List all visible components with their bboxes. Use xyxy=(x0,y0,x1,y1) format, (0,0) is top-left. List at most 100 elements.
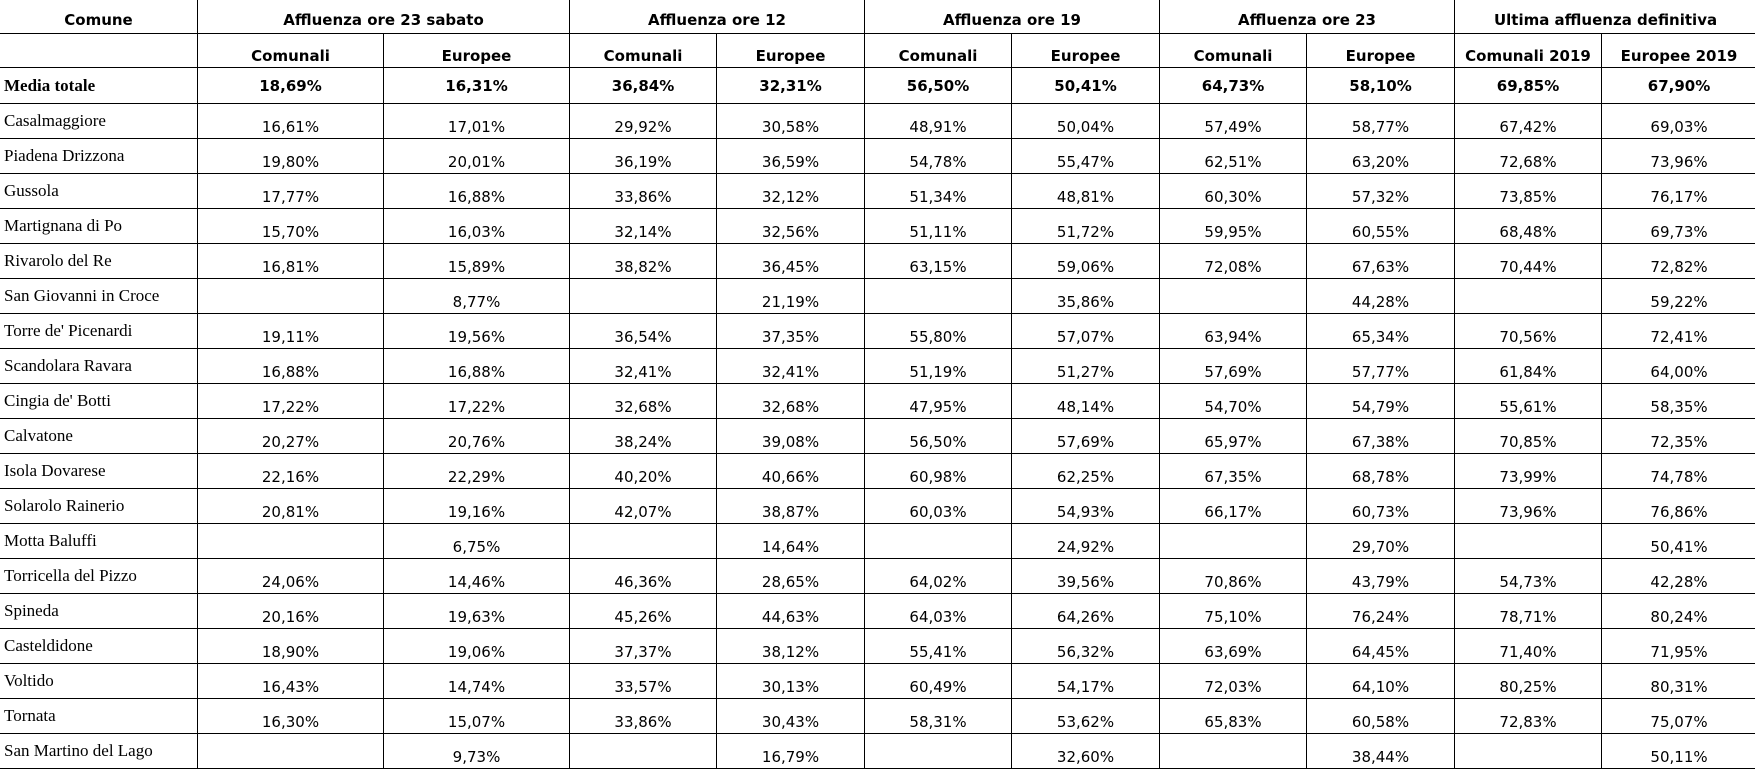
turnout-value-cell[interactable]: 74,78% xyxy=(1601,453,1755,489)
turnout-value-cell[interactable] xyxy=(1454,523,1603,559)
turnout-value-cell[interactable]: 19,16% xyxy=(382,488,571,524)
subheader-cell[interactable]: Europee xyxy=(716,33,866,68)
turnout-value-cell[interactable] xyxy=(197,733,384,769)
turnout-value-cell[interactable] xyxy=(864,278,1013,314)
turnout-value-cell[interactable] xyxy=(1454,733,1603,769)
turnout-value-cell[interactable]: 38,82% xyxy=(569,243,718,279)
turnout-value-cell[interactable]: 51,34% xyxy=(864,173,1013,209)
turnout-value-cell[interactable]: 14,46% xyxy=(382,558,571,594)
turnout-value-cell[interactable]: 14,64% xyxy=(716,523,866,559)
turnout-value-cell[interactable]: 37,35% xyxy=(716,313,866,349)
comune-name-cell[interactable]: Martignana di Po xyxy=(0,208,198,244)
turnout-value-cell[interactable]: 54,70% xyxy=(1159,383,1308,419)
turnout-value-cell[interactable]: 58,77% xyxy=(1306,103,1456,139)
turnout-value-cell[interactable]: 73,96% xyxy=(1601,138,1755,174)
turnout-value-cell[interactable]: 71,40% xyxy=(1454,628,1603,664)
turnout-value-cell[interactable]: 65,83% xyxy=(1159,698,1308,734)
turnout-value-cell[interactable]: 33,86% xyxy=(569,173,718,209)
turnout-value-cell[interactable]: 73,85% xyxy=(1454,173,1603,209)
turnout-value-cell[interactable]: 16,88% xyxy=(197,348,384,384)
turnout-value-cell[interactable]: 64,10% xyxy=(1306,663,1456,699)
turnout-value-cell[interactable]: 72,03% xyxy=(1159,663,1308,699)
turnout-value-cell[interactable] xyxy=(197,523,384,559)
turnout-value-cell[interactable]: 38,24% xyxy=(569,418,718,454)
empty-header-cell[interactable] xyxy=(0,33,198,68)
subheader-cell[interactable]: Comunali xyxy=(197,33,384,68)
turnout-value-cell[interactable]: 57,69% xyxy=(1011,418,1161,454)
turnout-value-cell[interactable]: 55,80% xyxy=(864,313,1013,349)
turnout-value-cell[interactable]: 60,03% xyxy=(864,488,1013,524)
turnout-value-cell[interactable]: 21,19% xyxy=(716,278,866,314)
turnout-value-cell[interactable]: 55,47% xyxy=(1011,138,1161,174)
turnout-value-cell[interactable]: 62,25% xyxy=(1011,453,1161,489)
turnout-value-cell[interactable]: 19,06% xyxy=(382,628,571,664)
turnout-value-cell[interactable]: 16,88% xyxy=(382,173,571,209)
turnout-value-cell[interactable]: 58,35% xyxy=(1601,383,1755,419)
turnout-value-cell[interactable]: 72,08% xyxy=(1159,243,1308,279)
turnout-value-cell[interactable] xyxy=(1159,523,1308,559)
turnout-value-cell[interactable]: 15,89% xyxy=(382,243,571,279)
turnout-value-cell[interactable] xyxy=(1159,733,1308,769)
turnout-value-cell[interactable]: 22,29% xyxy=(382,453,571,489)
turnout-value-cell[interactable]: 36,54% xyxy=(569,313,718,349)
turnout-value-cell[interactable]: 20,27% xyxy=(197,418,384,454)
turnout-value-cell[interactable]: 60,98% xyxy=(864,453,1013,489)
turnout-value-cell[interactable]: 51,11% xyxy=(864,208,1013,244)
turnout-value-cell[interactable]: 48,81% xyxy=(1011,173,1161,209)
turnout-value-cell[interactable]: 69,73% xyxy=(1601,208,1755,244)
turnout-value-cell[interactable]: 54,93% xyxy=(1011,488,1161,524)
turnout-value-cell[interactable]: 16,88% xyxy=(382,348,571,384)
turnout-value-cell[interactable]: 61,84% xyxy=(1454,348,1603,384)
turnout-value-cell[interactable]: 32,68% xyxy=(716,383,866,419)
turnout-value-cell[interactable]: 47,95% xyxy=(864,383,1013,419)
turnout-value-cell[interactable]: 60,55% xyxy=(1306,208,1456,244)
turnout-value-cell[interactable]: 32,41% xyxy=(716,348,866,384)
turnout-value-cell[interactable]: 39,08% xyxy=(716,418,866,454)
comune-name-cell[interactable]: Voltido xyxy=(0,663,198,699)
comune-name-cell[interactable]: Gussola xyxy=(0,173,198,209)
subheader-cell[interactable]: Comunali 2019 xyxy=(1454,33,1603,68)
average-value[interactable]: 18,69% xyxy=(197,67,384,104)
turnout-value-cell[interactable]: 57,77% xyxy=(1306,348,1456,384)
comune-name-cell[interactable]: Isola Dovarese xyxy=(0,453,198,489)
turnout-value-cell[interactable]: 59,95% xyxy=(1159,208,1308,244)
turnout-value-cell[interactable] xyxy=(1454,278,1603,314)
turnout-value-cell[interactable]: 30,58% xyxy=(716,103,866,139)
turnout-value-cell[interactable]: 44,63% xyxy=(716,593,866,629)
turnout-value-cell[interactable]: 30,13% xyxy=(716,663,866,699)
turnout-value-cell[interactable]: 60,58% xyxy=(1306,698,1456,734)
group-header-ore23-sabato[interactable]: Affluenza ore 23 sabato xyxy=(196,0,571,34)
turnout-value-cell[interactable]: 32,12% xyxy=(716,173,866,209)
turnout-value-cell[interactable]: 6,75% xyxy=(382,523,571,559)
turnout-value-cell[interactable]: 72,35% xyxy=(1601,418,1755,454)
turnout-value-cell[interactable]: 9,73% xyxy=(382,733,571,769)
turnout-value-cell[interactable]: 57,49% xyxy=(1159,103,1308,139)
turnout-value-cell[interactable]: 33,57% xyxy=(569,663,718,699)
turnout-value-cell[interactable]: 56,50% xyxy=(864,418,1013,454)
turnout-value-cell[interactable]: 24,92% xyxy=(1011,523,1161,559)
turnout-value-cell[interactable]: 16,81% xyxy=(197,243,384,279)
turnout-value-cell[interactable]: 32,14% xyxy=(569,208,718,244)
turnout-value-cell[interactable]: 15,70% xyxy=(197,208,384,244)
turnout-value-cell[interactable]: 20,76% xyxy=(382,418,571,454)
turnout-value-cell[interactable]: 46,36% xyxy=(569,558,718,594)
turnout-value-cell[interactable]: 80,25% xyxy=(1454,663,1603,699)
turnout-value-cell[interactable]: 68,48% xyxy=(1454,208,1603,244)
turnout-value-cell[interactable]: 70,44% xyxy=(1454,243,1603,279)
turnout-value-cell[interactable]: 54,17% xyxy=(1011,663,1161,699)
turnout-value-cell[interactable]: 60,49% xyxy=(864,663,1013,699)
turnout-value-cell[interactable] xyxy=(197,278,384,314)
turnout-value-cell[interactable]: 62,51% xyxy=(1159,138,1308,174)
group-header-ore12[interactable]: Affluenza ore 12 xyxy=(569,0,866,34)
turnout-value-cell[interactable]: 33,86% xyxy=(569,698,718,734)
average-value[interactable]: 50,41% xyxy=(1011,67,1161,104)
turnout-value-cell[interactable]: 39,56% xyxy=(1011,558,1161,594)
average-value[interactable]: 67,90% xyxy=(1601,67,1755,104)
subheader-cell[interactable]: Europee xyxy=(382,33,571,68)
turnout-value-cell[interactable]: 72,68% xyxy=(1454,138,1603,174)
turnout-value-cell[interactable]: 16,79% xyxy=(716,733,866,769)
average-value[interactable]: 64,73% xyxy=(1159,67,1308,104)
turnout-value-cell[interactable]: 64,00% xyxy=(1601,348,1755,384)
turnout-value-cell[interactable]: 58,31% xyxy=(864,698,1013,734)
turnout-value-cell[interactable]: 67,35% xyxy=(1159,453,1308,489)
